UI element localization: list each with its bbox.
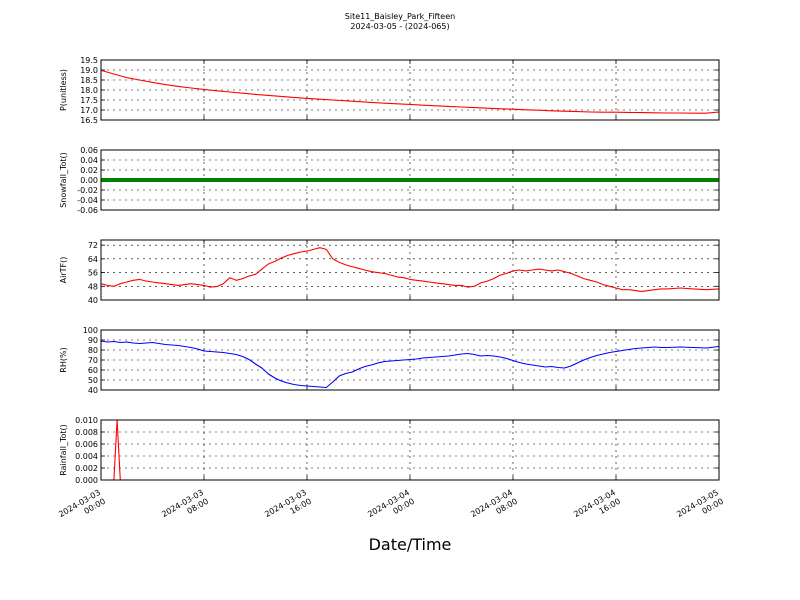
y-tick-label: 56	[88, 269, 98, 278]
figure-title-line1: Site11_Baisley_Park_Fifteen	[345, 12, 455, 21]
y-tick-label: 60	[88, 366, 98, 375]
y-tick-label: 0.06	[80, 146, 98, 155]
x-tick-label: 2024-03-0300:00	[57, 488, 107, 528]
x-tick-label: 2024-03-0308:00	[160, 488, 210, 528]
y-tick-label: 50	[88, 376, 98, 385]
y-tick-label: 16.5	[80, 116, 98, 125]
y-tick-label: 40	[88, 386, 98, 395]
y-tick-label: 80	[88, 346, 98, 355]
panels: 19.519.018.518.017.517.016.5 P(unitless) 0…	[57, 56, 725, 528]
x-tick-label: 2024-03-0416:00	[572, 488, 622, 528]
x-tick-label: 2024-03-0400:00	[366, 488, 416, 528]
y-axis-label: RH(%)	[59, 347, 68, 372]
y-tick-label: 100	[83, 326, 98, 335]
panel-5: 0.010 0.008 0.006 0.004 0.002 0.000 Rainfall_T…	[59, 416, 720, 485]
y-tick-label: 17.0	[80, 106, 98, 115]
y-axis-label: AirTF()	[59, 257, 68, 284]
y-tick-label: -0.06	[77, 206, 98, 215]
figure-title-line2: 2024-03-05 - (2024-065)	[350, 22, 449, 31]
panel-frame	[100, 329, 720, 391]
y-tick-label: 64	[88, 255, 98, 264]
y-tick-label: 70	[88, 356, 98, 365]
panel-frame	[100, 149, 720, 211]
x-tick-label: 2024-03-0408:00	[469, 488, 519, 528]
panel-frame	[100, 239, 720, 301]
y-tick-label: -0.04	[77, 196, 98, 205]
y-tick-label: 0.04	[80, 156, 98, 165]
panel-2: 0.060.040.020.00-0.02-0.04-0.06 Snowfall_…	[59, 146, 720, 215]
y-tick-label: 0.008	[75, 428, 98, 437]
y-tick-label: -0.02	[77, 186, 98, 195]
y-tick-label: 72	[88, 241, 98, 250]
y-axis-label: Rainfall_Tot()	[59, 424, 68, 476]
series-line	[100, 340, 720, 389]
panel-frame	[100, 419, 720, 481]
panel-3: 72 64 56 48 40 AirTF()	[59, 239, 720, 305]
y-tick-label: 19.5	[80, 56, 98, 65]
y-tick-label: 0.000	[75, 476, 98, 485]
x-tick-label: 2024-03-0500:00	[675, 488, 725, 528]
y-tick-label: 48	[88, 282, 98, 291]
series-line	[100, 69, 720, 114]
y-tick-label: 0.02	[80, 166, 98, 175]
y-tick-label: 40	[88, 296, 98, 305]
panel-1: 19.519.018.518.017.517.016.5 P(unitless)	[59, 56, 720, 125]
y-tick-label: 0.010	[75, 416, 98, 425]
y-tick-label: 0.006	[75, 440, 98, 449]
y-tick-label: 18.0	[80, 86, 98, 95]
series-line	[100, 247, 720, 292]
y-tick-label: 0.004	[75, 452, 98, 461]
y-axis-label: P(unitless)	[59, 69, 68, 111]
x-axis-label: Date/Time	[369, 535, 452, 554]
y-axis-label: Snowfall_Tot()	[59, 152, 68, 208]
y-tick-label: 18.5	[80, 76, 98, 85]
y-tick-label: 90	[88, 336, 98, 345]
y-tick-label: 0.002	[75, 464, 98, 473]
y-tick-label: 17.5	[80, 96, 98, 105]
y-tick-label: 0.00	[80, 176, 98, 185]
y-tick-label: 19.0	[80, 66, 98, 75]
panel-frame	[100, 59, 720, 121]
x-tick-label: 2024-03-0316:00	[263, 488, 313, 528]
